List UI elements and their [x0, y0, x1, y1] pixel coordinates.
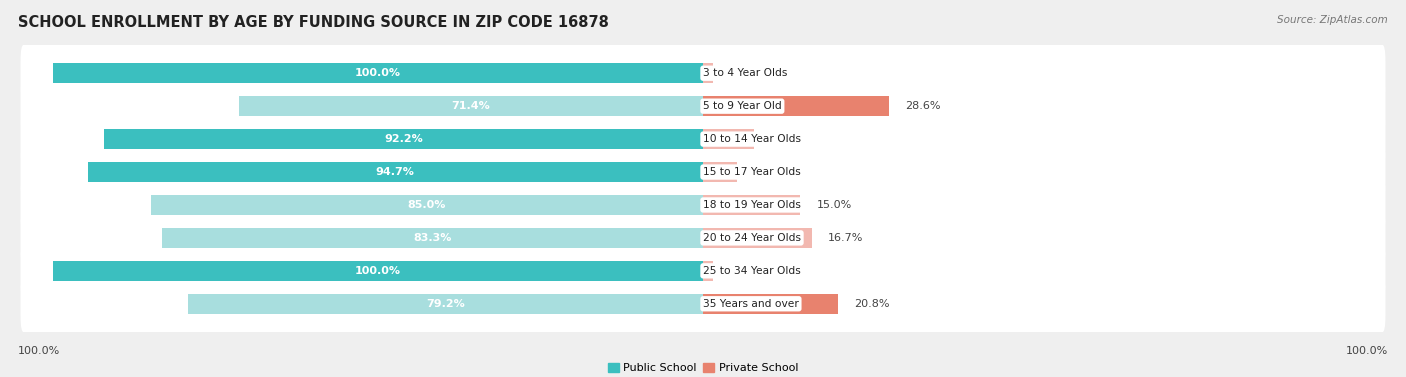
Bar	[703, 63, 713, 83]
Bar	[703, 294, 838, 314]
Text: Source: ZipAtlas.com: Source: ZipAtlas.com	[1277, 15, 1388, 25]
Text: 100.0%: 100.0%	[18, 346, 60, 356]
Text: 7.8%: 7.8%	[770, 134, 799, 144]
Text: 79.2%: 79.2%	[426, 299, 465, 309]
Bar	[188, 294, 703, 314]
FancyBboxPatch shape	[21, 242, 1385, 299]
Text: 92.2%: 92.2%	[384, 134, 423, 144]
Text: 71.4%: 71.4%	[451, 101, 491, 111]
FancyBboxPatch shape	[21, 275, 1385, 333]
Text: 20.8%: 20.8%	[855, 299, 890, 309]
Bar	[162, 228, 703, 248]
Text: 3 to 4 Year Olds: 3 to 4 Year Olds	[703, 68, 787, 78]
Text: 28.6%: 28.6%	[905, 101, 941, 111]
Text: 0.0%: 0.0%	[720, 266, 748, 276]
Text: 16.7%: 16.7%	[828, 233, 863, 243]
Bar	[53, 63, 703, 83]
Text: 85.0%: 85.0%	[408, 200, 446, 210]
Text: 83.3%: 83.3%	[413, 233, 451, 243]
Text: 100.0%: 100.0%	[356, 68, 401, 78]
Bar	[703, 129, 754, 149]
Bar	[703, 228, 811, 248]
Bar	[87, 162, 703, 182]
Bar	[703, 96, 889, 116]
Bar	[703, 195, 800, 215]
Text: 5 to 9 Year Old: 5 to 9 Year Old	[703, 101, 782, 111]
FancyBboxPatch shape	[21, 78, 1385, 135]
Text: 25 to 34 Year Olds: 25 to 34 Year Olds	[703, 266, 801, 276]
Text: 15.0%: 15.0%	[817, 200, 852, 210]
Text: 20 to 24 Year Olds: 20 to 24 Year Olds	[703, 233, 801, 243]
FancyBboxPatch shape	[21, 44, 1385, 102]
Text: 5.3%: 5.3%	[754, 167, 782, 177]
FancyBboxPatch shape	[21, 110, 1385, 168]
Bar	[703, 261, 713, 281]
Text: SCHOOL ENROLLMENT BY AGE BY FUNDING SOURCE IN ZIP CODE 16878: SCHOOL ENROLLMENT BY AGE BY FUNDING SOUR…	[18, 15, 609, 30]
Text: 18 to 19 Year Olds: 18 to 19 Year Olds	[703, 200, 801, 210]
Bar	[104, 129, 703, 149]
Text: 94.7%: 94.7%	[375, 167, 415, 177]
FancyBboxPatch shape	[21, 209, 1385, 267]
Bar	[150, 195, 703, 215]
Bar	[239, 96, 703, 116]
Text: 100.0%: 100.0%	[1346, 346, 1388, 356]
Bar	[53, 261, 703, 281]
FancyBboxPatch shape	[21, 143, 1385, 201]
Text: 100.0%: 100.0%	[356, 266, 401, 276]
Text: 10 to 14 Year Olds: 10 to 14 Year Olds	[703, 134, 801, 144]
Legend: Public School, Private School: Public School, Private School	[603, 359, 803, 377]
FancyBboxPatch shape	[21, 176, 1385, 234]
Text: 35 Years and over: 35 Years and over	[703, 299, 799, 309]
Text: 15 to 17 Year Olds: 15 to 17 Year Olds	[703, 167, 801, 177]
Bar	[703, 162, 738, 182]
Text: 0.0%: 0.0%	[720, 68, 748, 78]
